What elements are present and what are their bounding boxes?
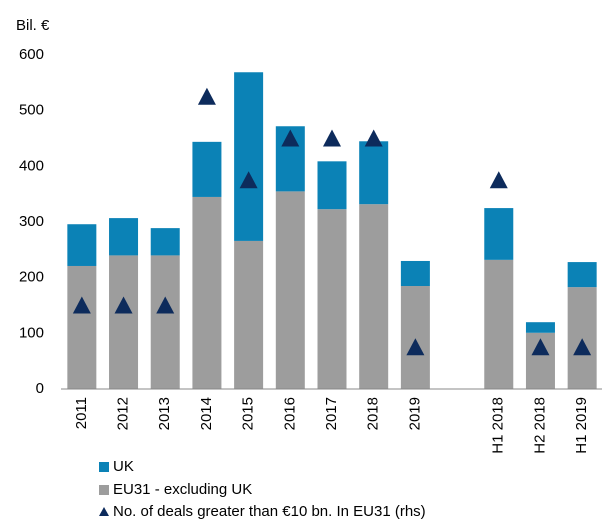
- bar: [400, 260, 430, 287]
- bar: [400, 286, 430, 389]
- bar: [150, 255, 180, 389]
- bar: [275, 191, 305, 389]
- x-tick-label: H2 2018: [531, 397, 548, 454]
- x-tick-label: H1 2019: [573, 397, 590, 454]
- y-tick-label: 600: [19, 46, 44, 63]
- y-tick-label: 100: [19, 324, 44, 341]
- bar: [109, 218, 139, 256]
- y-tick-label: 500: [19, 102, 44, 119]
- bar: [567, 287, 597, 389]
- bar: [109, 255, 139, 389]
- bar: [359, 204, 389, 389]
- legend-swatch: [99, 462, 109, 472]
- x-tick-label: 2012: [115, 397, 132, 430]
- x-tick-label: 2017: [323, 397, 340, 430]
- bar: [192, 141, 222, 197]
- x-tick-label: 2019: [406, 397, 423, 430]
- legend-swatch: [99, 485, 109, 495]
- triangle-marker: [573, 338, 592, 356]
- triangle-marker: [364, 129, 383, 147]
- legend-label: EU31 - excluding UK: [113, 481, 252, 498]
- legend-label: UK: [113, 458, 134, 475]
- bar: [567, 262, 597, 288]
- triangle-marker: [239, 171, 258, 189]
- y-axis-label: Bil. €: [16, 17, 50, 34]
- bar: [525, 322, 555, 333]
- x-tick-label: 2015: [240, 397, 257, 430]
- x-tick-label: 2018: [365, 397, 382, 430]
- y-tick-label: 0: [36, 380, 44, 397]
- bar: [67, 224, 97, 266]
- triangle-marker: [406, 338, 425, 356]
- triangle-marker: [531, 338, 550, 356]
- x-tick-label: 2014: [198, 397, 215, 430]
- x-tick-label: 2011: [73, 397, 90, 429]
- y-tick-label: 400: [19, 157, 44, 174]
- bar: [359, 141, 389, 205]
- triangle-marker: [323, 129, 341, 147]
- triangle-marker: [281, 129, 300, 147]
- triangle-marker: [156, 296, 175, 314]
- bar: [317, 209, 347, 389]
- legend-swatch: [99, 507, 109, 516]
- y-tick-label: 200: [19, 269, 44, 286]
- triangle-marker: [197, 87, 216, 105]
- x-tick-label: H1 2018: [490, 397, 507, 454]
- bar: [484, 208, 514, 260]
- bar: [150, 228, 180, 256]
- bar: [484, 259, 514, 389]
- triangle-marker: [72, 296, 91, 314]
- legend-label: No. of deals greater than €10 bn. In EU3…: [113, 503, 426, 520]
- bar: [234, 240, 264, 389]
- bar: [192, 196, 222, 389]
- y-tick-label: 300: [19, 213, 44, 230]
- triangle-marker: [114, 296, 133, 314]
- bar: [317, 161, 347, 210]
- x-tick-label: 2016: [281, 397, 298, 430]
- bar: [67, 265, 97, 389]
- x-tick-label: 2013: [156, 397, 173, 430]
- bar: [234, 72, 264, 241]
- triangle-marker: [489, 171, 508, 189]
